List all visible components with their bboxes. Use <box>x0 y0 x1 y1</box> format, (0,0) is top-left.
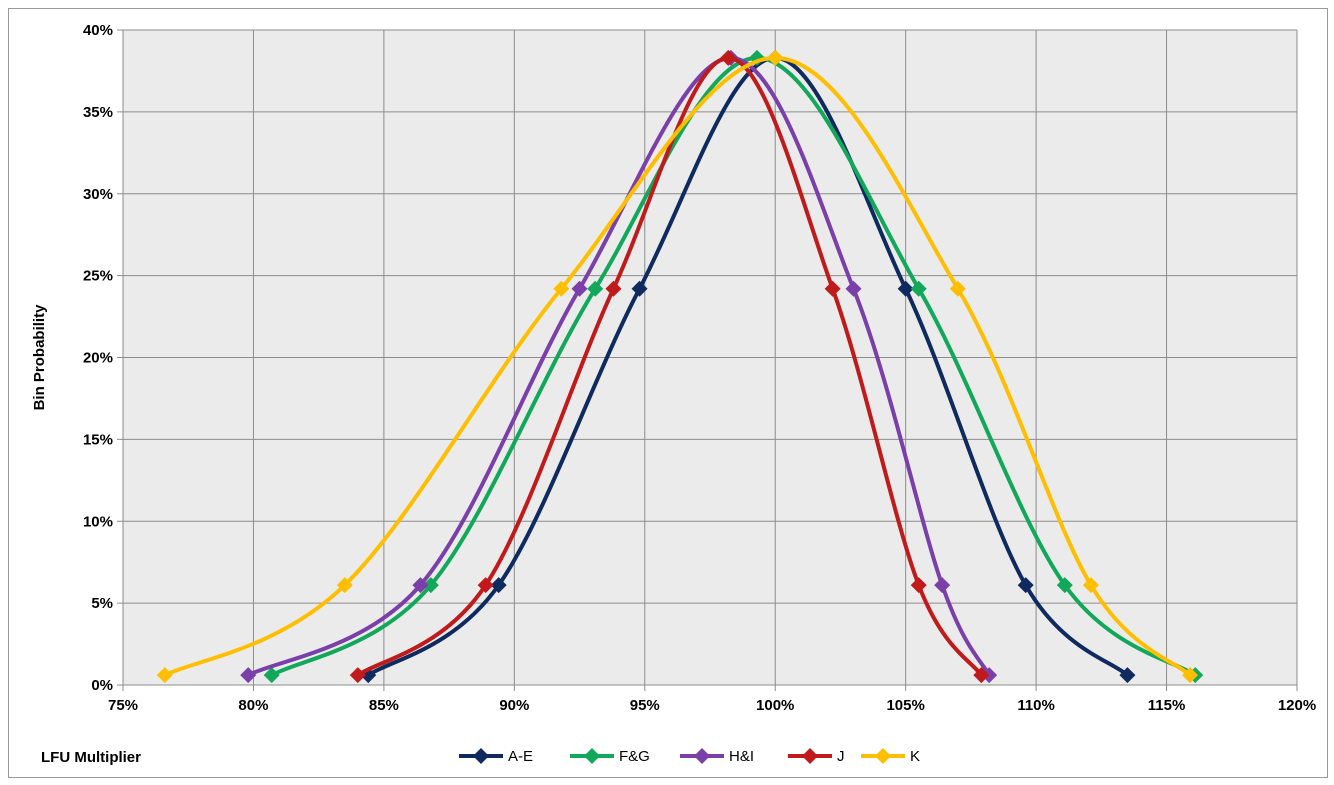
y-tick-label: 15% <box>83 431 113 448</box>
legend-label: J <box>837 748 845 765</box>
y-tick-label: 10% <box>83 513 113 530</box>
legend-marker <box>473 748 489 764</box>
data-point-marker <box>824 280 841 297</box>
legend: A-E F&G H&I J K <box>459 748 920 765</box>
x-tick-label: 120% <box>1278 697 1316 714</box>
data-point-marker <box>553 280 570 297</box>
legend-item: K <box>861 748 920 765</box>
legend-marker <box>584 748 600 764</box>
x-tick-label: 85% <box>369 697 399 714</box>
data-point-marker <box>845 280 862 297</box>
gridlines <box>122 29 1298 686</box>
data-point-marker <box>1017 577 1034 594</box>
y-tick-label: 30% <box>83 186 113 203</box>
x-tick-label: 100% <box>756 697 794 714</box>
legend-item: A-E <box>459 748 533 765</box>
data-point-marker <box>477 577 494 594</box>
x-axis-ticks: 75% 80% 85% 90% 95% 100% 105% 110% 115% 120% <box>108 685 1316 714</box>
data-point-marker <box>1182 667 1199 684</box>
data-point-marker <box>1082 577 1099 594</box>
data-point-marker <box>156 667 173 684</box>
x-tick-label: 115% <box>1148 697 1186 714</box>
data-point-marker <box>934 577 951 594</box>
series-k <box>156 49 1199 684</box>
y-tick-label: 25% <box>83 268 113 285</box>
legend-label: A-E <box>508 748 533 765</box>
legend-label: H&I <box>729 748 754 765</box>
x-tick-label: 95% <box>630 697 660 714</box>
legend-item: F&G <box>570 748 650 765</box>
x-tick-label: 90% <box>499 697 529 714</box>
data-point-marker <box>949 280 966 297</box>
y-tick-label: 40% <box>83 22 113 39</box>
data-point-marker <box>605 280 622 297</box>
data-point-marker <box>910 577 927 594</box>
data-point-marker <box>490 577 507 594</box>
x-tick-label: 105% <box>886 697 924 714</box>
data-point-marker <box>422 577 439 594</box>
data-point-marker <box>897 280 914 297</box>
legend-marker <box>802 748 818 764</box>
legend-marker <box>694 748 710 764</box>
y-tick-label: 35% <box>83 104 113 121</box>
y-tick-label: 5% <box>91 595 113 612</box>
legend-item: H&I <box>680 748 754 765</box>
data-point-marker <box>1119 667 1136 684</box>
data-point-marker <box>587 280 604 297</box>
data-point-marker <box>1056 577 1073 594</box>
legend-marker <box>875 748 891 764</box>
y-tick-label: 20% <box>83 350 113 367</box>
legend-label: F&G <box>619 748 650 765</box>
y-axis-title: Bin Probability <box>31 304 48 411</box>
data-point-marker <box>571 280 588 297</box>
data-point-marker <box>336 577 353 594</box>
data-point-marker <box>240 667 257 684</box>
x-axis-title: LFU Multiplier <box>41 749 141 766</box>
series-lines <box>156 49 1204 684</box>
x-tick-label: 80% <box>238 697 268 714</box>
legend-item: J <box>788 748 845 765</box>
series-line <box>163 55 1192 677</box>
data-point-marker <box>349 667 366 684</box>
data-point-marker <box>767 49 784 66</box>
y-tick-label: 0% <box>91 677 113 694</box>
data-point-marker <box>973 667 990 684</box>
legend-label: K <box>910 748 920 765</box>
data-point-marker <box>720 49 737 66</box>
data-point-marker <box>631 280 648 297</box>
data-point-marker <box>910 280 927 297</box>
series-j <box>349 49 990 684</box>
x-tick-label: 75% <box>108 697 138 714</box>
x-tick-label: 110% <box>1017 697 1055 714</box>
y-axis-ticks: 0% 5% 10% 15% 20% 25% 30% 35% 40% <box>83 22 123 694</box>
data-point-marker <box>263 667 280 684</box>
data-point-marker <box>412 577 429 594</box>
